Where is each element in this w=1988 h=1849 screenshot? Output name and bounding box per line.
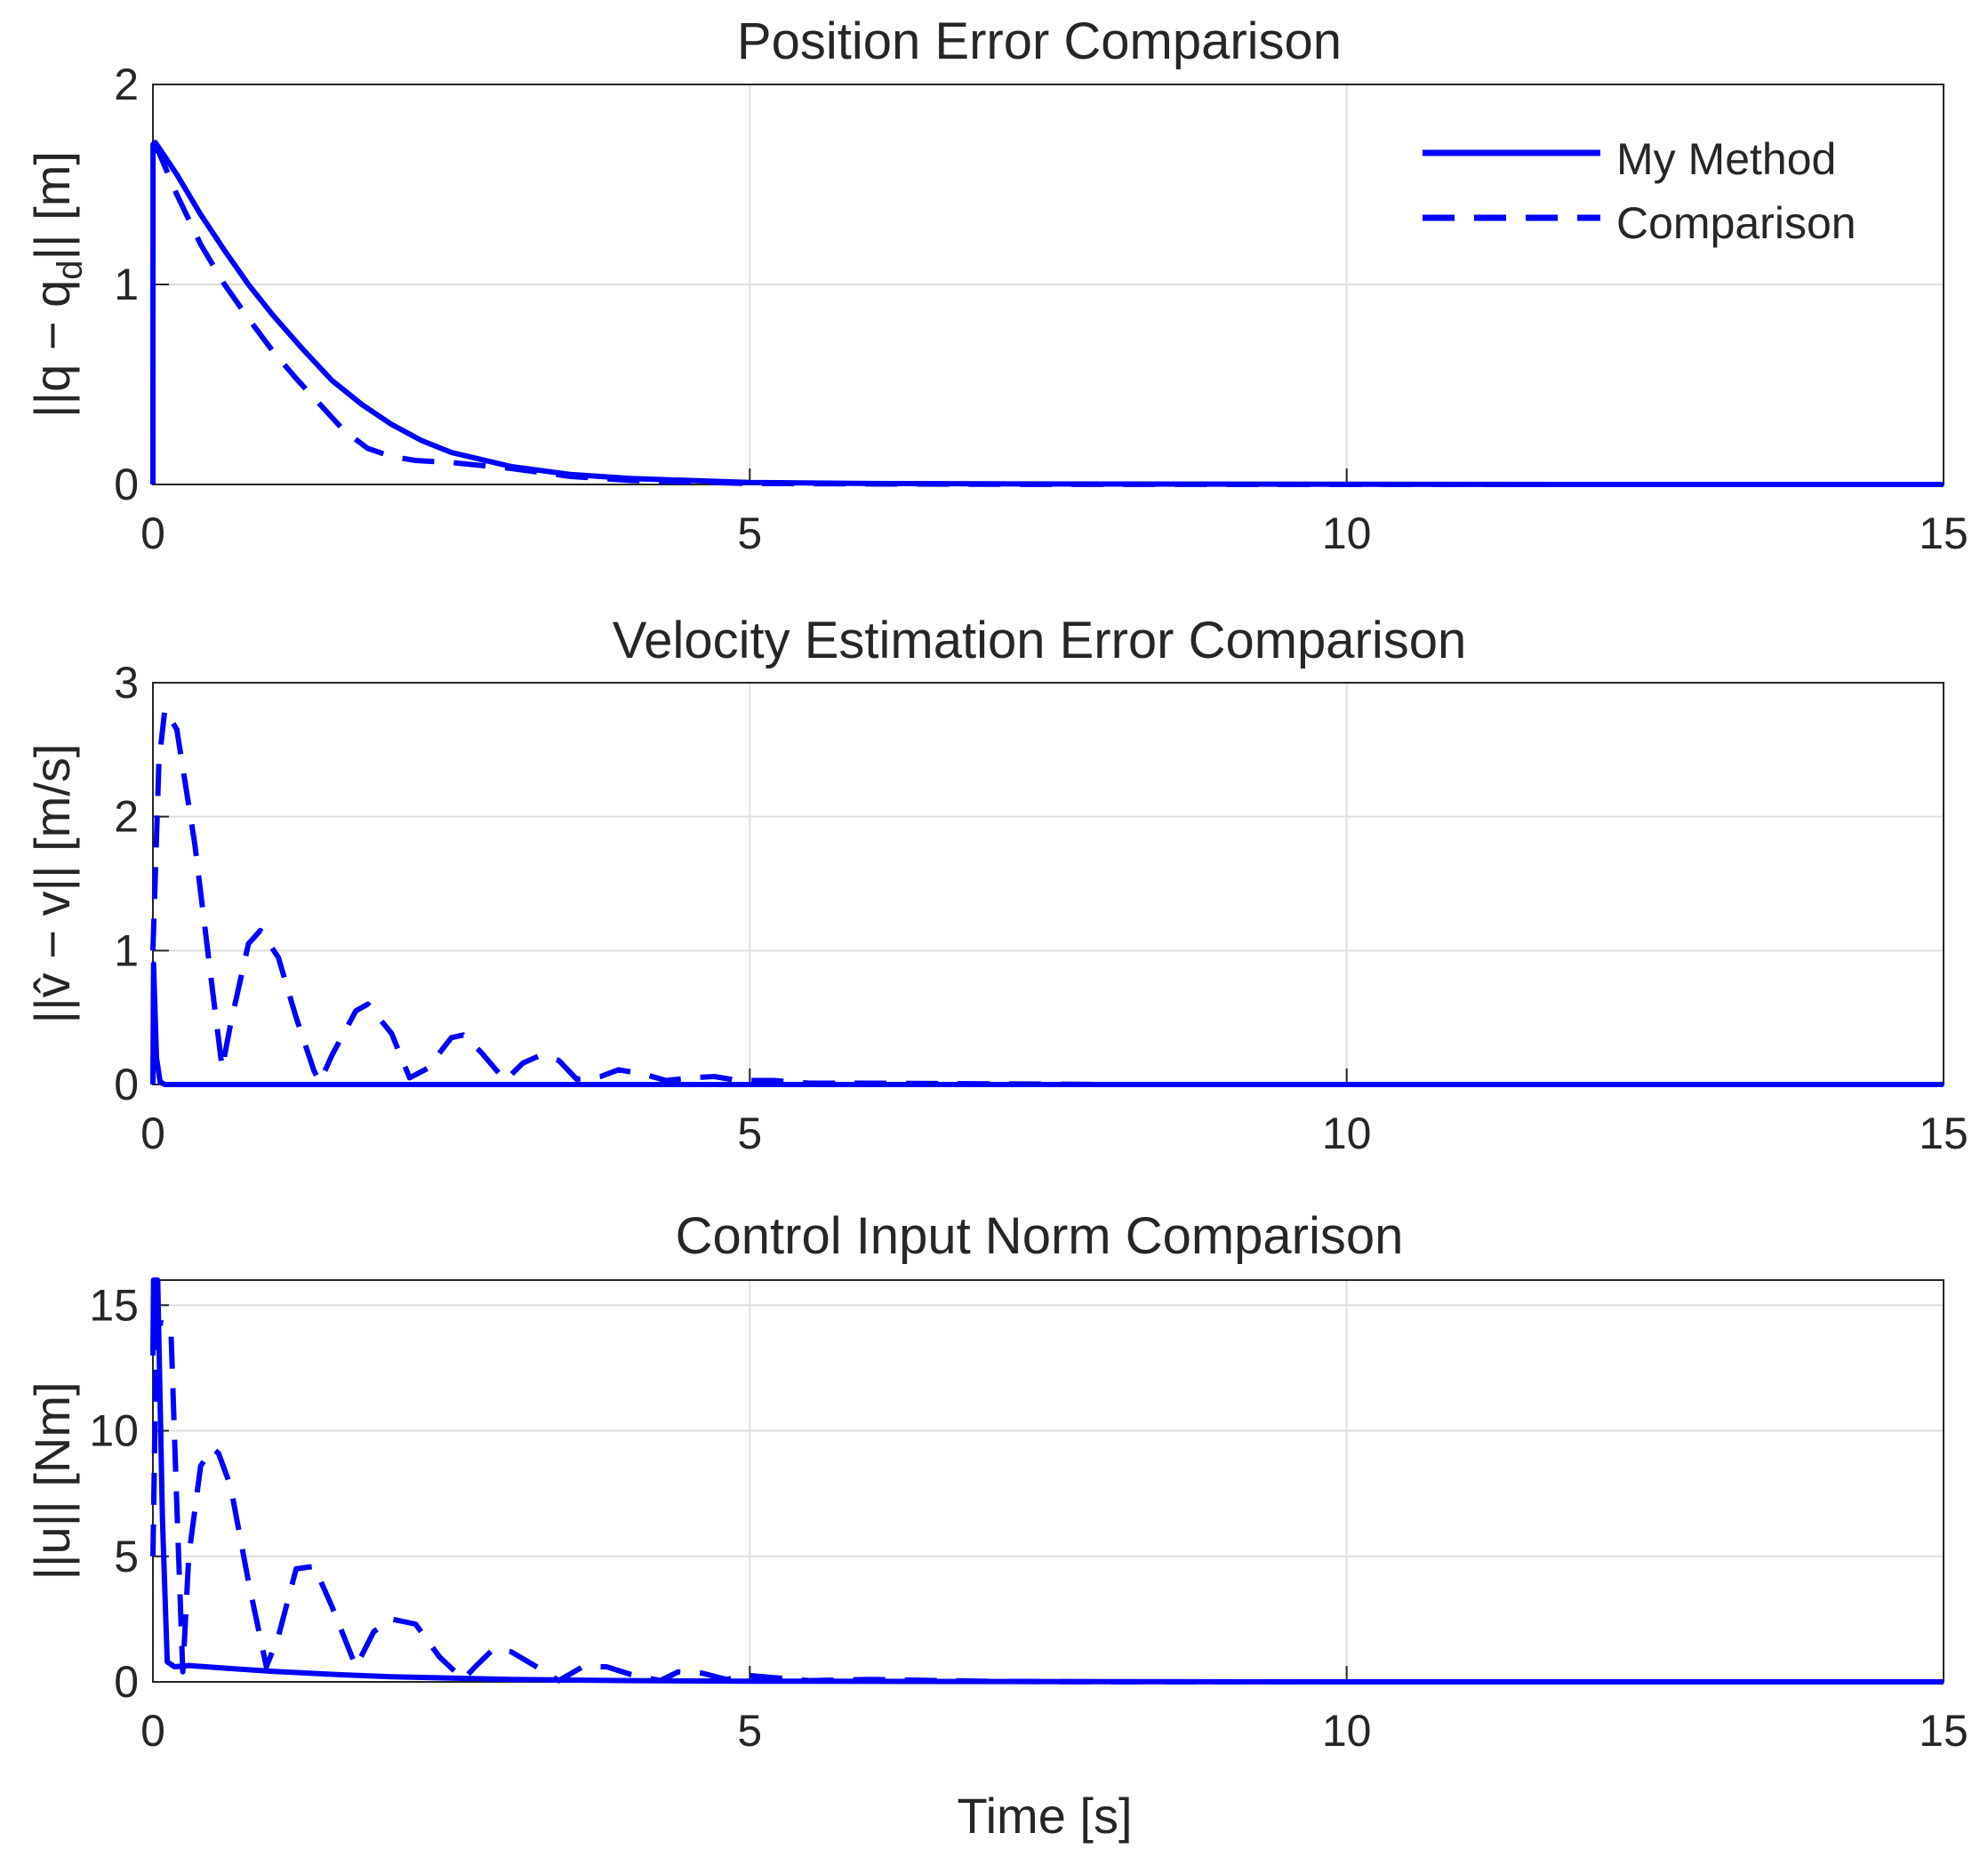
chart-title: Control Input Norm Comparison [676,1207,1404,1265]
comparison-series-line [150,1320,1944,1685]
y-tick-label: 5 [114,1532,139,1581]
x-tick-label: 15 [1919,508,1968,558]
position-error-panel: 0 5 10 15 0 1 2 Position Error Comparison ||q … [24,12,1968,558]
legend-box [1400,124,1880,267]
my-method-series-line [150,961,1944,1087]
x-tick-label: 0 [140,1109,165,1158]
y-axis-label-subscript: d [51,260,90,279]
velocity-error-panel: 0 5 10 15 0 1 2 3 Velocity Estimation Error Com… [24,612,1968,1158]
x-tick-label: 5 [737,1706,762,1756]
y-tick-label: 1 [114,260,139,309]
x-tick-label: 5 [737,508,762,558]
x-tick-label: 0 [140,1706,165,1756]
comparison-series-line [150,142,1944,487]
legend: My Method Comparison [1400,124,1880,267]
y-tick-label: 1 [114,925,139,975]
tick-labels: 0 5 10 15 0 1 2 3 [114,658,1968,1158]
series-lines [150,1277,1944,1685]
y-tick-label: 0 [114,1657,139,1707]
x-tick-label: 15 [1919,1109,1968,1158]
x-tick-label: 0 [140,508,165,558]
chart-title: Position Error Comparison [737,12,1342,70]
series-lines [150,707,1944,1087]
y-tick-label: 10 [89,1406,139,1456]
x-tick-label: 10 [1322,1109,1372,1158]
x-tick-label: 10 [1322,1706,1372,1756]
y-tick-label: 2 [114,792,139,842]
y-tick-label: 0 [114,1060,139,1109]
y-tick-label: 0 [114,460,139,509]
control-input-panel: 0 5 10 15 0 5 10 15 Control Input Norm Comparis… [24,1207,1968,1844]
series-lines [150,140,1944,487]
y-tick-label: 15 [89,1280,139,1330]
y-axis-label: ||u|| [Nm] [24,1381,80,1580]
x-axis-label: Time [s] [957,1788,1132,1844]
x-tick-label: 15 [1919,1706,1968,1756]
comparison-series-line [150,707,1944,1087]
x-tick-label: 10 [1322,508,1372,558]
y-tick-label: 2 [114,60,139,109]
y-axis-label-tail: || [m] [24,151,80,260]
y-axis-label-main: ||q − q [24,280,80,418]
tick-labels: 0 5 10 15 0 5 10 15 [89,1280,1968,1756]
legend-label-my-method: My Method [1616,134,1836,184]
y-axis-label: ||v̂ − v|| [m/s] [24,744,80,1024]
y-axis-label: ||q − qd|| [m] [24,151,90,418]
legend-label-comparison: Comparison [1616,198,1856,248]
tick-labels: 0 5 10 15 0 1 2 [114,60,1968,558]
chart-title: Velocity Estimation Error Comparison [613,612,1467,669]
y-tick-label: 3 [114,658,139,708]
x-tick-label: 5 [737,1109,762,1158]
